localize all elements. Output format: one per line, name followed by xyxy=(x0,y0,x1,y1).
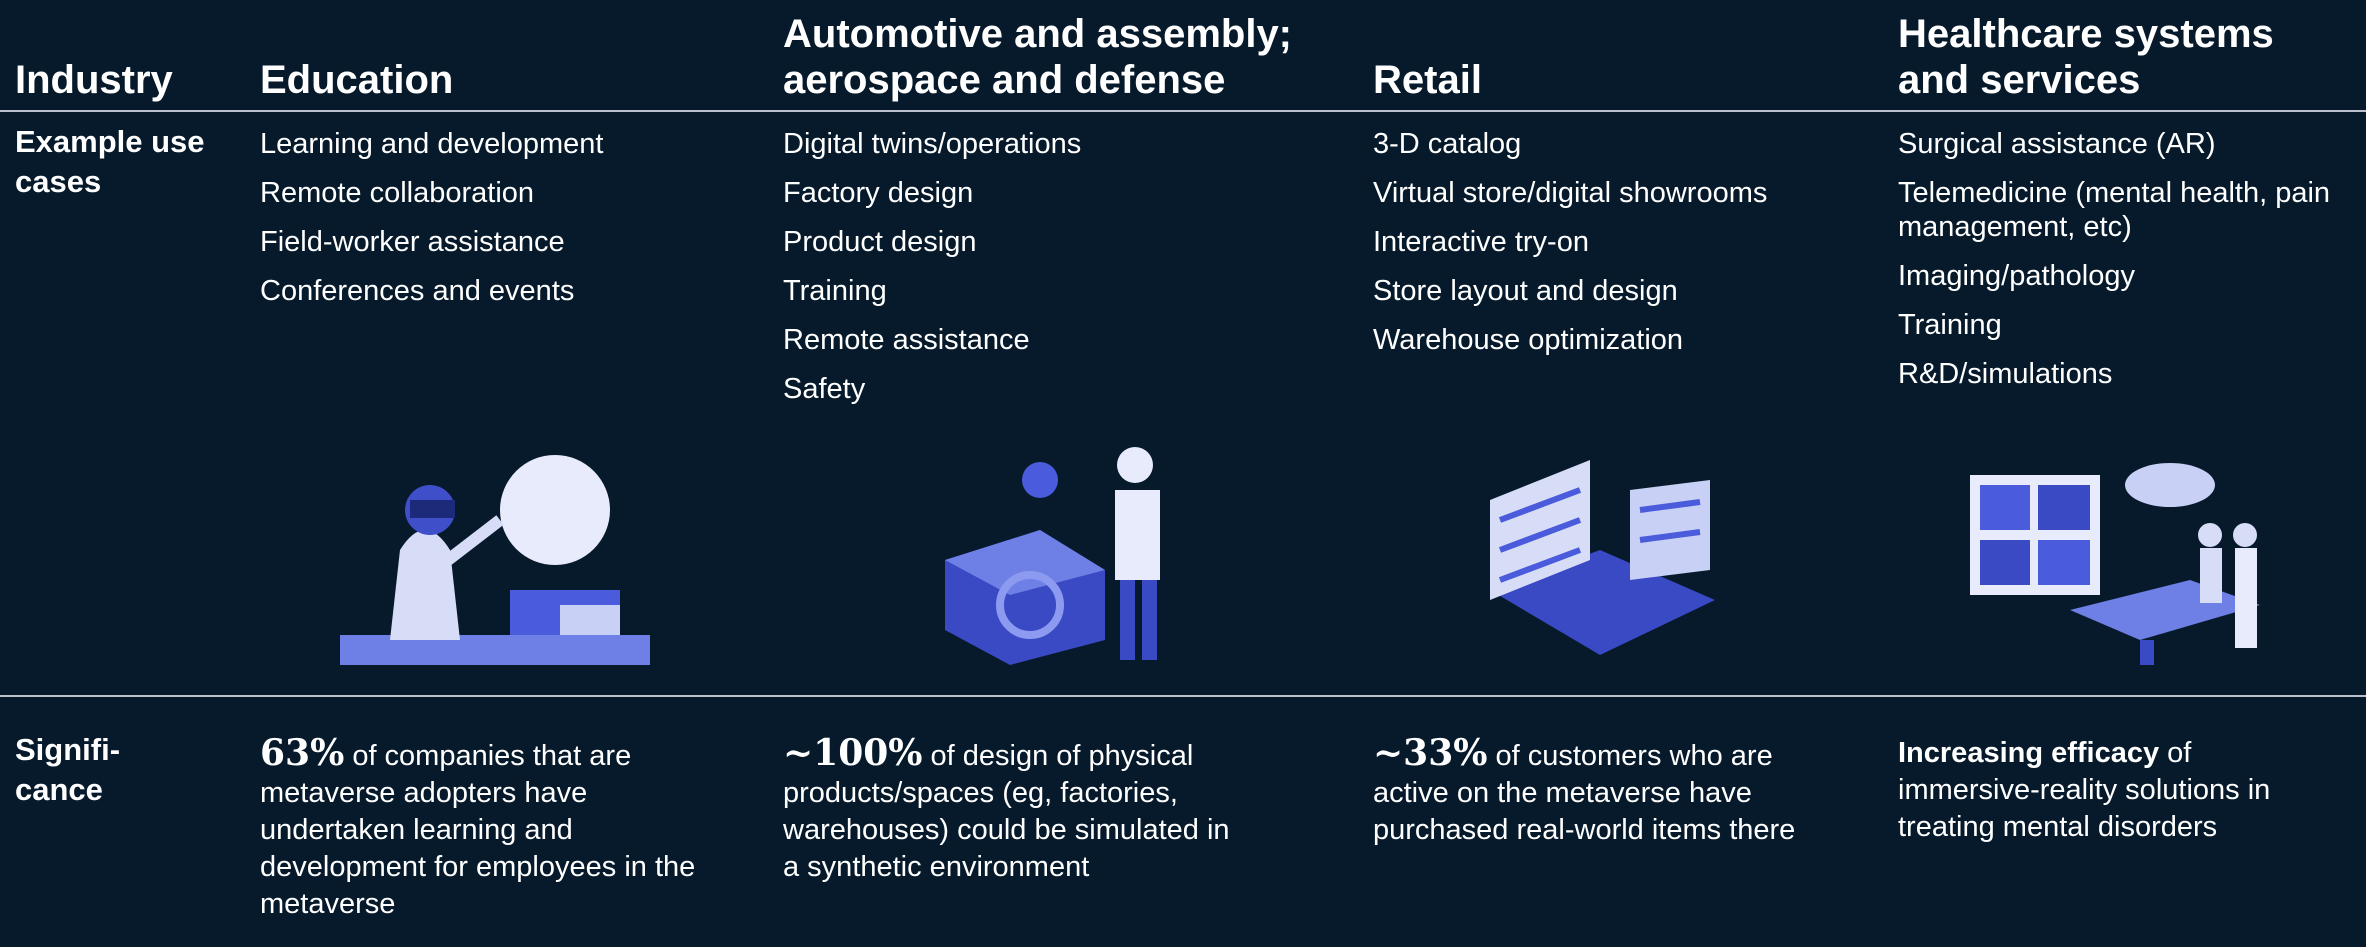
significance-body: of design of physical products/spaces (e… xyxy=(783,740,1230,883)
column-header: Education xyxy=(260,58,454,102)
illustration xyxy=(1970,463,2260,665)
use-case: Training xyxy=(1898,309,2002,341)
use-case: Training xyxy=(783,275,887,307)
use-case: 3-D catalog xyxy=(1373,128,1522,160)
row-label: Signifi- cance xyxy=(15,732,121,807)
significance-lead: ~33% xyxy=(1373,732,1488,774)
use-case: Digital twins/operations xyxy=(783,128,1082,160)
illustration xyxy=(945,447,1160,665)
use-case: Remote collaboration xyxy=(260,177,535,209)
use-case: Remote assistance xyxy=(783,324,1030,356)
column-header: Retail xyxy=(1373,58,1482,102)
row-label: Example use cases xyxy=(15,124,205,199)
use-case: Factory design xyxy=(783,177,974,209)
header-rule xyxy=(0,110,2366,112)
use-case: R&D/simulations xyxy=(1898,358,2113,390)
use-case: Learning and development xyxy=(260,128,604,160)
illustration xyxy=(1490,460,1715,655)
use-case: Product design xyxy=(783,226,977,258)
significance-body: of immersive-reality solutions in treati… xyxy=(1898,737,2271,843)
significance-body: of companies that are metaverse adopters… xyxy=(260,740,696,920)
illustration xyxy=(340,455,650,665)
use-case: Warehouse optimization xyxy=(1373,324,1684,356)
row-header: Industry xyxy=(15,58,173,102)
significance-lead: Increasing efficacy xyxy=(1898,737,2160,769)
use-case: Store layout and design xyxy=(1373,275,1678,307)
use-case: Field-worker assistance xyxy=(260,226,565,258)
significance-text: ~100% of design of physical products/spac… xyxy=(783,735,1253,886)
significance-lead: 63% xyxy=(260,732,345,774)
section-rule xyxy=(0,695,2366,697)
significance-text: Increasing efficacy of immersive-reality … xyxy=(1898,735,2318,846)
use-case: Surgical assistance (AR) xyxy=(1898,128,2216,160)
significance-lead: ~100% xyxy=(783,732,923,774)
column-header: Healthcare systems and services xyxy=(1898,12,2274,102)
use-case-list: Surgical assistance (AR) Telemedicine (me… xyxy=(1898,127,2338,406)
significance-body: of customers who are active on the metav… xyxy=(1373,740,1796,846)
column-header: Automotive and assembly; aerospace and d… xyxy=(783,12,1293,102)
significance-text: 63% of companies that are metaverse adopt… xyxy=(260,735,730,923)
use-case-list: Digital twins/operations Factory design Pr… xyxy=(783,127,1323,421)
use-case: Safety xyxy=(783,373,866,405)
use-case-list: 3-D catalog Virtual store/digital showroo… xyxy=(1373,127,1853,372)
use-case: Telemedicine (mental health, pain manage… xyxy=(1898,177,2331,243)
use-case: Interactive try-on xyxy=(1373,226,1589,258)
use-case: Imaging/pathology xyxy=(1898,260,2135,292)
use-case-list: Learning and development Remote collabora… xyxy=(260,127,720,323)
significance-text: ~33% of customers who are active on the m… xyxy=(1373,735,1843,849)
use-case: Virtual store/digital showrooms xyxy=(1373,177,1768,209)
use-case: Conferences and events xyxy=(260,275,575,307)
